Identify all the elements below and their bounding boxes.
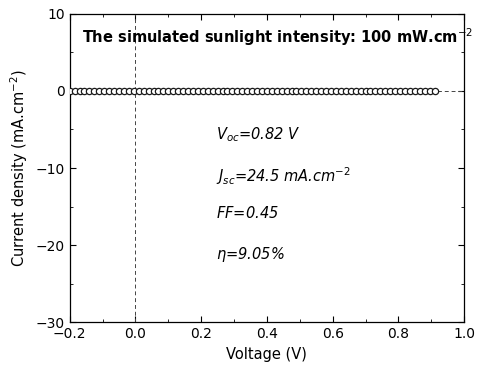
Y-axis label: Current density (mA.cm$^{-2}$): Current density (mA.cm$^{-2}$) xyxy=(8,69,30,267)
X-axis label: Voltage (V): Voltage (V) xyxy=(226,347,307,361)
Text: The simulated sunlight intensity: 100 mW.cm$^{-2}$: The simulated sunlight intensity: 100 mW… xyxy=(81,26,473,48)
Text: $\eta$=9.05%: $\eta$=9.05% xyxy=(215,245,284,264)
Text: $FF$=0.45: $FF$=0.45 xyxy=(215,205,279,221)
Text: $J_{sc}$=24.5 mA.cm$^{-2}$: $J_{sc}$=24.5 mA.cm$^{-2}$ xyxy=(215,165,351,186)
Text: $V_{oc}$=0.82 V: $V_{oc}$=0.82 V xyxy=(215,125,300,144)
